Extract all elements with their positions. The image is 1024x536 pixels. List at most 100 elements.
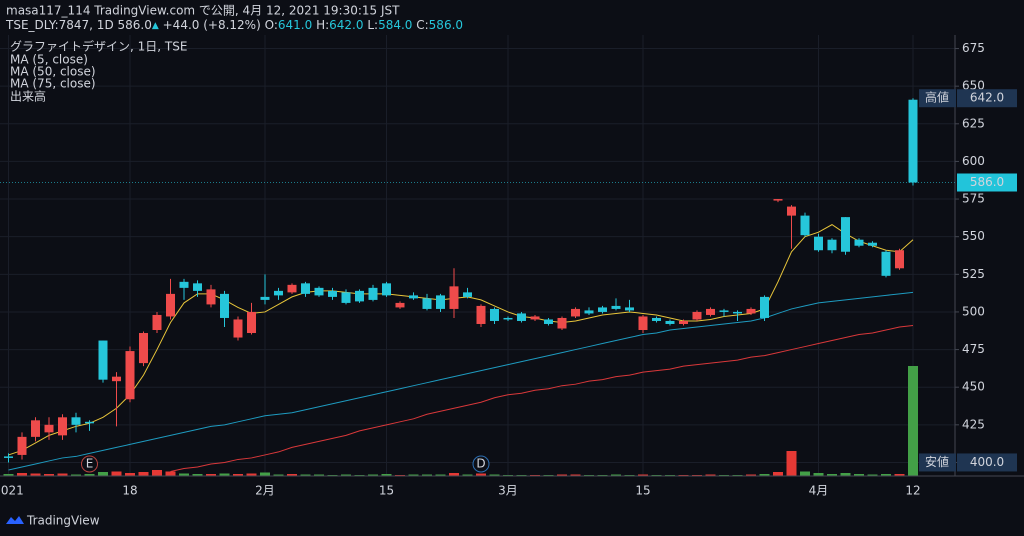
candle-body — [854, 239, 864, 246]
volume-bar — [138, 472, 149, 476]
ohlc-key: H: — [316, 18, 329, 32]
y-tick-label: 575 — [962, 192, 985, 206]
volume-bar — [192, 474, 203, 476]
y-tick-label: 450 — [962, 380, 985, 394]
price-label: 642.0 — [970, 91, 1004, 105]
ohlc-value: 584.0 — [378, 18, 412, 32]
candle-body — [895, 250, 904, 269]
price-tag: 安値 — [925, 454, 949, 469]
volume-bar — [813, 473, 824, 476]
candle-body — [98, 340, 108, 380]
candle-body — [233, 319, 243, 338]
candle-body — [692, 311, 702, 320]
price-label-box — [957, 173, 1017, 192]
volume-bar — [462, 474, 473, 476]
candle-body — [503, 317, 513, 320]
header-quote: TSE_DLY:7847, 1D 586.0▲ +44.0 (+8.12%) O… — [5, 18, 463, 32]
candle-body — [220, 293, 229, 318]
candle-body — [530, 316, 540, 320]
candle-body — [760, 296, 769, 318]
volume-bar — [44, 474, 54, 476]
y-tick-label: 525 — [962, 267, 985, 281]
candle-body — [31, 420, 40, 437]
volume-bar — [759, 474, 770, 476]
candle-body — [517, 313, 526, 321]
candle-body — [260, 296, 270, 300]
x-tick-label: 15 — [635, 484, 650, 498]
volume-bar — [422, 474, 432, 476]
volume-bar — [827, 474, 837, 476]
volume-bar — [17, 473, 27, 476]
candle-body — [85, 421, 94, 424]
header-line: masa117_114 TradingView.com で公開, 4月 12, … — [6, 4, 400, 18]
price-label-box — [957, 89, 1017, 108]
ohlc-value: 642.0 — [329, 18, 363, 32]
candle-body — [827, 239, 837, 251]
candle-body — [598, 307, 607, 312]
candle-body — [611, 305, 621, 309]
candle-body — [125, 351, 135, 400]
y-tick-label: 650 — [962, 79, 985, 93]
volume-bar — [746, 474, 756, 476]
candle-body — [908, 99, 918, 183]
candle-body — [706, 308, 715, 315]
volume-bar — [854, 474, 864, 476]
candle-body — [841, 217, 850, 252]
candle-body — [557, 317, 567, 329]
x-tick-label: 15 — [379, 484, 394, 498]
candle-body — [395, 302, 405, 308]
ohlc-value: 586.0 — [429, 18, 463, 32]
candle-body — [44, 424, 54, 433]
volume-bar — [570, 474, 581, 476]
candle-body — [301, 283, 310, 294]
candle-body — [4, 456, 13, 458]
candle-body — [247, 311, 256, 334]
candle-body — [544, 319, 553, 324]
volume-bar — [246, 473, 257, 476]
volume-bar — [449, 473, 459, 476]
candle-body — [625, 307, 634, 311]
candle-body — [814, 236, 823, 251]
ohlc-key: L: — [367, 18, 378, 32]
y-tick-label: 475 — [962, 342, 985, 356]
candle-body — [787, 206, 796, 216]
y-tick-label: 550 — [962, 229, 985, 243]
candle-body — [881, 251, 891, 276]
volume-bar — [57, 473, 68, 476]
x-tick-label: 2月 — [255, 484, 275, 498]
volume-bar — [152, 470, 162, 476]
volume-bar — [71, 474, 81, 476]
candle-body — [314, 287, 324, 296]
event-label: D — [476, 457, 485, 471]
candle-body — [409, 295, 418, 299]
candle-body — [328, 290, 337, 297]
candle-body — [152, 314, 162, 331]
volume-bar — [840, 473, 851, 476]
volume-bar — [206, 474, 216, 476]
y-tick-label: 625 — [962, 116, 985, 130]
y-tick-label: 600 — [962, 154, 985, 168]
candle-body — [773, 199, 783, 201]
change: +44.0 (+8.12%) — [163, 18, 261, 32]
event-marker — [472, 455, 490, 473]
volume-bar — [894, 474, 905, 476]
event-marker — [81, 455, 98, 473]
candle-body — [193, 283, 202, 291]
volume-bar — [84, 474, 95, 476]
candle-body — [166, 293, 175, 317]
x-tick-label: 4月 — [809, 484, 829, 498]
volume-bar — [260, 472, 270, 476]
volume-bar — [800, 471, 810, 476]
volume-bar — [786, 451, 797, 476]
ma-line — [8, 291, 914, 471]
volume-bar — [476, 473, 486, 476]
price-label-box — [957, 453, 1017, 472]
arrow: ▲ — [152, 21, 159, 31]
candle-body — [571, 308, 580, 317]
volume-bar — [341, 474, 351, 476]
candle-body — [112, 376, 121, 382]
volume-bar — [435, 474, 446, 476]
volume-bar — [611, 474, 621, 476]
chart-title: グラファイトデザイン, 1日, TSE — [10, 39, 187, 54]
